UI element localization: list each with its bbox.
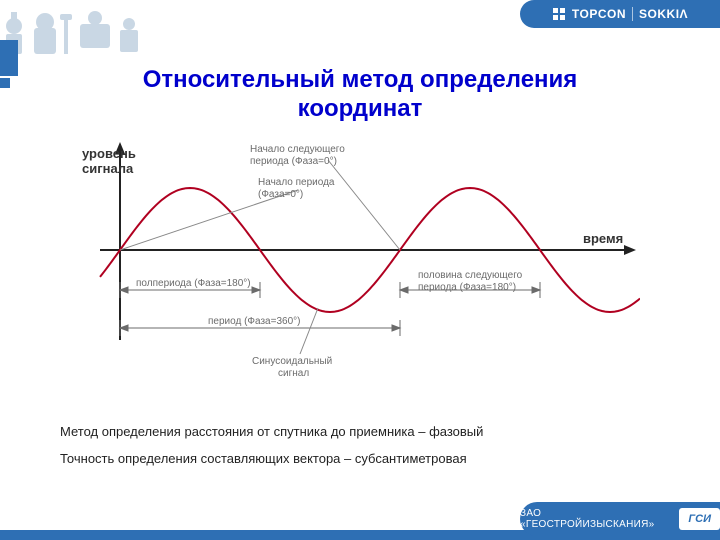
- page-title: Относительный метод определения координа…: [0, 66, 720, 124]
- dim-half-period: полпериода (Фаза=180°): [120, 278, 260, 298]
- svg-text:(Фаза=0°): (Фаза=0°): [258, 189, 303, 200]
- brand-sokkia: SOKKIΛ: [639, 7, 688, 21]
- sine-diagram: уровень сигнала время Начало следующего …: [80, 140, 640, 390]
- svg-text:сигнал: сигнал: [278, 368, 309, 379]
- slide: { "colors": { "brand_bg": "#2e6fb4", "ti…: [0, 0, 720, 540]
- footer-badge: ЗАО «ГЕОСТРОЙИЗЫСКАНИЯ» ГСИ: [520, 502, 720, 536]
- svg-text:Начало следующего: Начало следующего: [250, 144, 345, 155]
- equipment-silhouette-icon: [0, 4, 170, 64]
- svg-text:полпериода (Фаза=180°): полпериода (Фаза=180°): [136, 278, 251, 289]
- bullet-list: Метод определения расстояния от спутника…: [60, 422, 680, 476]
- bullet-1: Метод определения расстояния от спутника…: [60, 422, 680, 443]
- axes: [100, 142, 636, 340]
- svg-text:половина следующего: половина следующего: [418, 270, 523, 281]
- x-axis-label: время: [583, 231, 623, 246]
- svg-text:период (Фаза=360°): период (Фаза=360°): [208, 316, 300, 327]
- svg-text:периода (Фаза=180°): периода (Фаза=180°): [418, 282, 516, 293]
- dim-full-period: период (Фаза=360°): [120, 316, 400, 336]
- gsi-logo-icon: ГСИ: [679, 508, 720, 530]
- bullet-2: Точность определения составляющих вектор…: [60, 449, 680, 470]
- svg-text:периода (Фаза=0°): периода (Фаза=0°): [250, 156, 337, 167]
- title-line-2: координат: [0, 95, 720, 124]
- brand-topcon: TOPCON: [572, 7, 626, 21]
- footer-org: ЗАО «ГЕОСТРОЙИЗЫСКАНИЯ»: [520, 508, 673, 530]
- brand-strip: TOPCON SOKKIΛ: [520, 0, 720, 28]
- callout-period-start: Начало периода (Фаза=0°): [120, 177, 335, 250]
- y-axis-label-2: сигнала: [82, 161, 134, 176]
- sine-svg: уровень сигнала время Начало следующего …: [80, 140, 640, 390]
- brand-separator: [632, 7, 633, 21]
- svg-text:Синусоидальный: Синусоидальный: [252, 356, 332, 367]
- top-bar: TOPCON SOKKIΛ: [0, 0, 720, 30]
- topcon-logo-icon: [552, 7, 566, 21]
- dim-next-half: половина следующего периода (Фаза=180°): [400, 270, 540, 298]
- svg-text:Начало периода: Начало периода: [258, 177, 335, 188]
- title-line-1: Относительный метод определения: [0, 66, 720, 95]
- y-axis-label-1: уровень: [82, 146, 136, 161]
